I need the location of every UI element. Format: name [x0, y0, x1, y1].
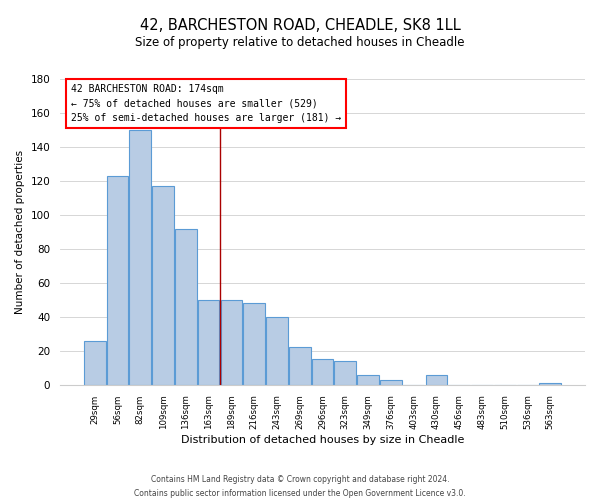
Bar [289, 348, 311, 385]
Text: Contains HM Land Registry data © Crown copyright and database right 2024.
Contai: Contains HM Land Registry data © Crown c… [134, 476, 466, 498]
Text: 42, BARCHESTON ROAD, CHEADLE, SK8 1LL: 42, BARCHESTON ROAD, CHEADLE, SK8 1LL [140, 18, 460, 32]
Bar [84, 340, 106, 385]
Bar [357, 374, 379, 385]
Bar [107, 176, 128, 385]
Bar [198, 300, 220, 385]
Bar [334, 361, 356, 385]
Bar [221, 300, 242, 385]
Bar [425, 374, 447, 385]
X-axis label: Distribution of detached houses by size in Cheadle: Distribution of detached houses by size … [181, 435, 464, 445]
Text: Size of property relative to detached houses in Cheadle: Size of property relative to detached ho… [135, 36, 465, 49]
Bar [175, 228, 197, 385]
Bar [380, 380, 401, 385]
Bar [311, 360, 334, 385]
Text: 42 BARCHESTON ROAD: 174sqm
← 75% of detached houses are smaller (529)
25% of sem: 42 BARCHESTON ROAD: 174sqm ← 75% of deta… [71, 84, 341, 123]
Bar [539, 383, 561, 385]
Bar [266, 317, 288, 385]
Bar [244, 304, 265, 385]
Bar [152, 186, 174, 385]
Y-axis label: Number of detached properties: Number of detached properties [15, 150, 25, 314]
Bar [130, 130, 151, 385]
